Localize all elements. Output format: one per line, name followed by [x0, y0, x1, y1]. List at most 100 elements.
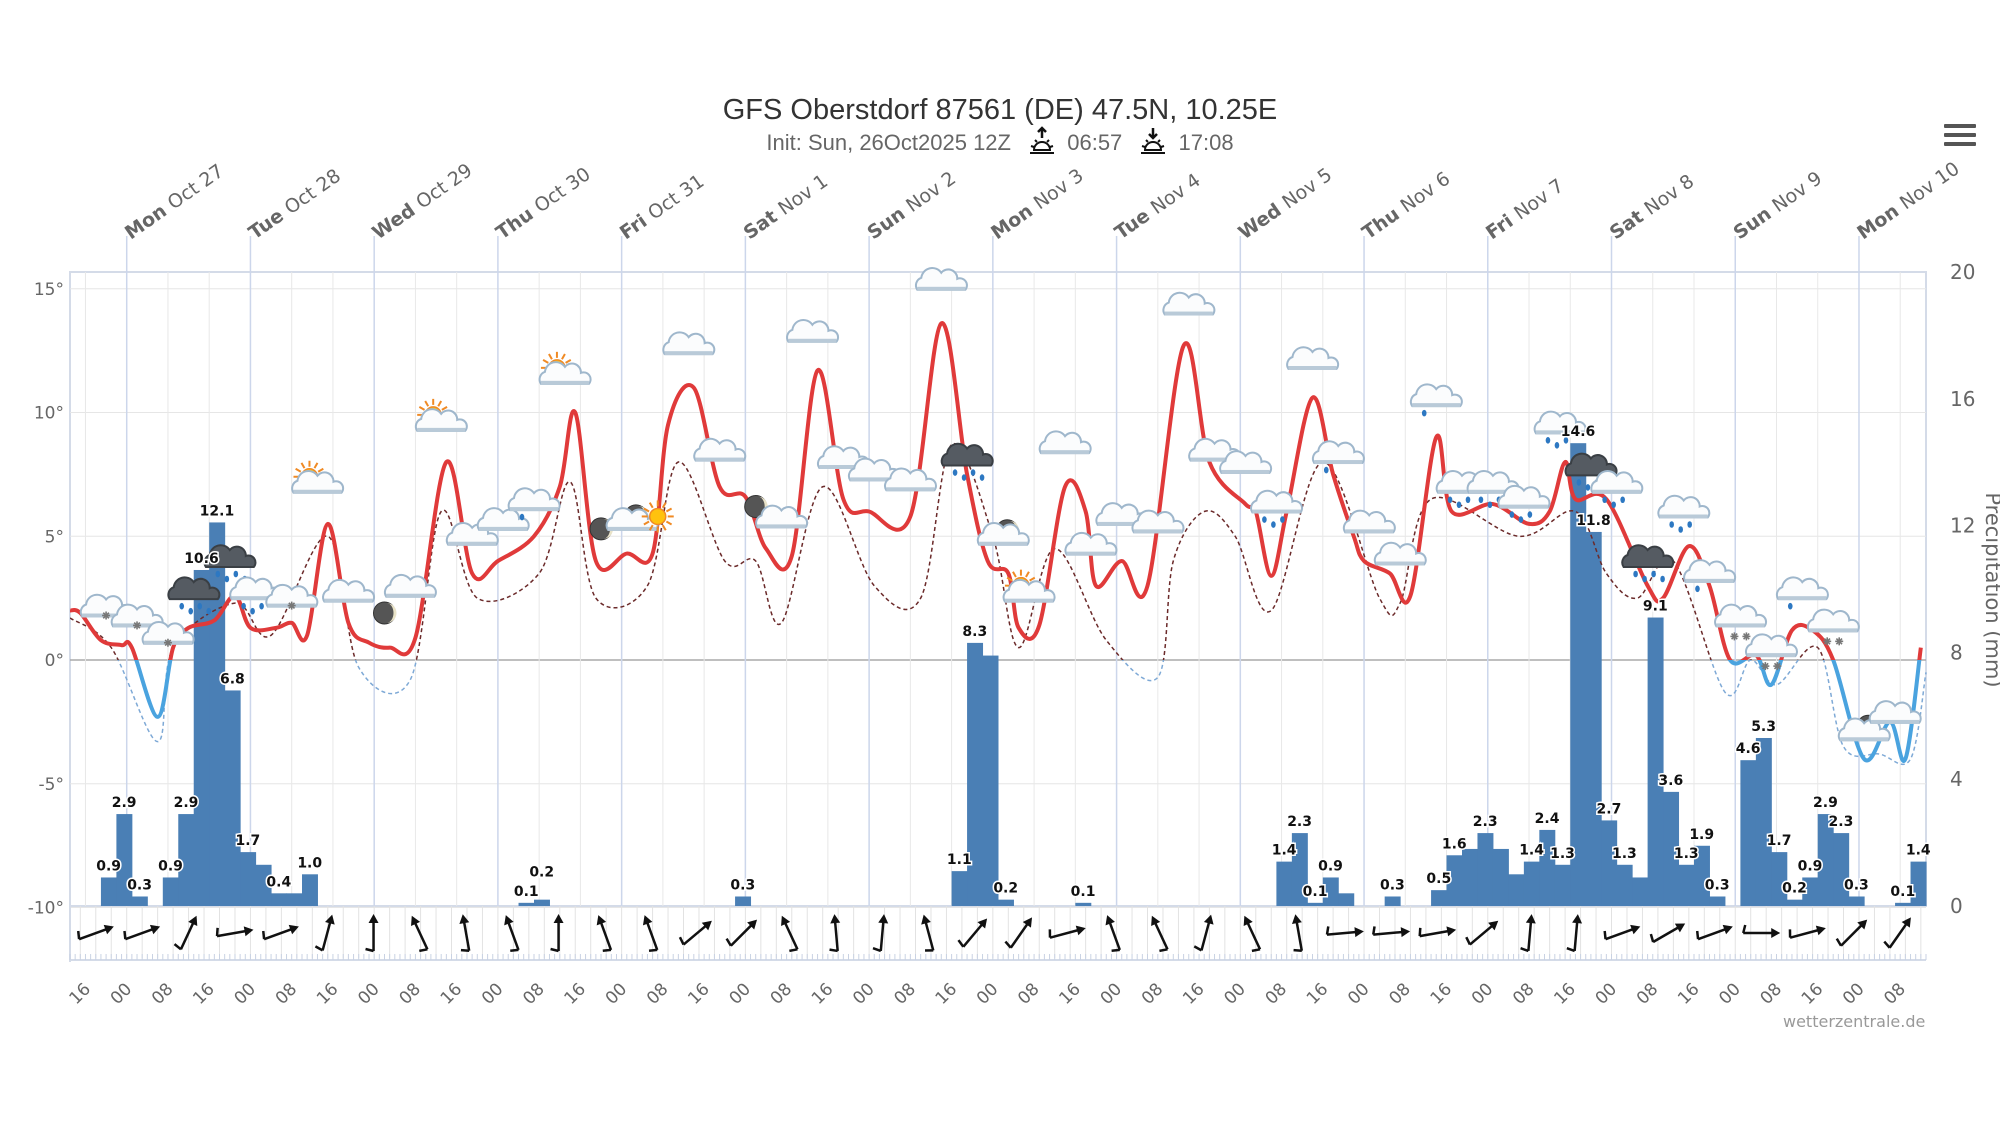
- wind-head: [1105, 915, 1115, 926]
- wind-barb: [957, 939, 965, 948]
- cloud-shape: [786, 319, 840, 343]
- x-tick-label: 08: [1262, 979, 1291, 1008]
- rain-drop: [188, 607, 194, 615]
- precip-value-label: 0.9: [96, 858, 121, 874]
- snowflake-stroke: [1823, 637, 1831, 645]
- rain-drop: [1787, 602, 1793, 610]
- precip-bar: [1446, 855, 1463, 906]
- precip-bar: [1709, 896, 1726, 906]
- x-tick-label: 16: [932, 979, 961, 1008]
- precip-bar: [1508, 874, 1525, 906]
- wind-arrow-icon: [642, 915, 659, 953]
- x-tick-label: 08: [1385, 979, 1414, 1008]
- cloud-icon: [914, 267, 968, 291]
- x-tick-label: 16: [1179, 979, 1208, 1008]
- wind-barb: [1566, 947, 1576, 953]
- day-label: Fri Nov 7: [1482, 175, 1568, 244]
- precip-bar: [178, 814, 195, 906]
- heavy-rain-icon: [940, 442, 994, 481]
- sun-ray: [424, 400, 430, 407]
- heavy-rain-icon: [1564, 452, 1618, 491]
- wind-arrow-icon: [1742, 924, 1781, 938]
- x-tick-label: 00: [1715, 979, 1744, 1008]
- precip-bar: [518, 902, 535, 906]
- wind-head: [411, 915, 421, 927]
- cloud-base: [1685, 578, 1734, 583]
- rain-drop: [1280, 516, 1285, 523]
- cloud-shape: [322, 578, 376, 603]
- day-label: Wed Nov 5: [1235, 164, 1337, 244]
- sun-ray: [643, 507, 650, 513]
- x-tick-label: 16: [66, 979, 95, 1008]
- precip-value-label: 12.1: [200, 503, 235, 519]
- precip-bar: [1895, 902, 1912, 906]
- wind-head: [325, 914, 335, 925]
- precip-bar: [1431, 890, 1448, 906]
- rain-drop: [1585, 484, 1591, 491]
- precip-value-label: 0.3: [1844, 877, 1869, 893]
- rain-icon: [1497, 484, 1551, 523]
- wind-head: [1400, 927, 1411, 938]
- wind-arrow-icon: [1151, 915, 1169, 953]
- wind-barb: [1603, 930, 1607, 940]
- cloud-base: [1376, 561, 1425, 566]
- cloud-shape: [1038, 430, 1092, 455]
- precip-bar: [209, 522, 226, 906]
- cloud-base: [1133, 529, 1182, 534]
- precip-value-label: 10.6: [184, 551, 219, 567]
- cloud-base: [1438, 489, 1486, 494]
- sun-ray: [665, 520, 673, 526]
- wind-arrow-icon: [781, 915, 799, 953]
- precip-bar: [1771, 852, 1788, 906]
- drizzle-icon: [1409, 383, 1463, 417]
- day-label: Thu Oct 30: [492, 163, 594, 244]
- cloud-shape: [1064, 531, 1118, 556]
- cloud-base: [1221, 469, 1270, 474]
- precip-value-label: 1.4: [1906, 843, 1931, 859]
- precip-bar: [1539, 829, 1556, 906]
- wind-head: [1815, 925, 1826, 936]
- day-label: Fri Oct 31: [616, 170, 708, 244]
- sun-icon: [641, 500, 674, 533]
- precip-value-label: 0.5: [1426, 871, 1451, 887]
- precip-bar: [534, 899, 550, 906]
- sun-cloud-icon: [1002, 569, 1056, 603]
- chart-subtitle: Init: Sun, 26Oct2025 12Z 06:57 17:08: [0, 126, 2000, 156]
- wind-barb: [1418, 927, 1422, 937]
- cloud-shape: [1621, 544, 1675, 568]
- precip-bar: [735, 896, 752, 906]
- rain-drop: [1660, 575, 1665, 583]
- precip-value-label: 2.3: [1473, 814, 1498, 830]
- cloud-shape: [1250, 489, 1304, 514]
- rain-drop: [1602, 496, 1607, 504]
- wind-head: [596, 915, 607, 926]
- source-credit[interactable]: wetterzentrale.de: [1783, 1012, 1926, 1031]
- wind-head: [1151, 915, 1161, 927]
- wind-arrow-icon: [872, 914, 889, 953]
- cloud-shape: [414, 408, 468, 432]
- precip-value-label: 2.4: [1535, 811, 1560, 827]
- cloud-icon: [1064, 531, 1118, 556]
- rain-drop: [1678, 526, 1683, 533]
- cloud-icon: [322, 578, 376, 603]
- rain-drop: [215, 570, 221, 578]
- x-tick-label: 00: [354, 979, 383, 1008]
- day-label: Sat Nov 1: [740, 170, 832, 244]
- hamburger-menu-icon[interactable]: [1944, 124, 1976, 150]
- sunset-time: 17:08: [1178, 130, 1234, 155]
- precip-bar: [1384, 896, 1401, 906]
- wind-arrow-icon: [550, 914, 564, 953]
- x-tick-label: 00: [849, 979, 878, 1008]
- cloud-icon: [786, 319, 840, 343]
- precip-value-label: 0.2: [1782, 881, 1807, 897]
- wind-arrow-icon: [123, 924, 161, 941]
- cloud-base: [1041, 450, 1090, 455]
- precip-bar: [255, 864, 272, 906]
- cloud-base: [1468, 489, 1517, 494]
- cloud-shape: [383, 573, 437, 598]
- precip-value-label: 4.6: [1736, 741, 1761, 757]
- precip-value-label: 1.7: [235, 833, 260, 849]
- precip-bar: [286, 893, 303, 906]
- precip-bar: [1694, 845, 1710, 906]
- sun-disc: [648, 507, 667, 526]
